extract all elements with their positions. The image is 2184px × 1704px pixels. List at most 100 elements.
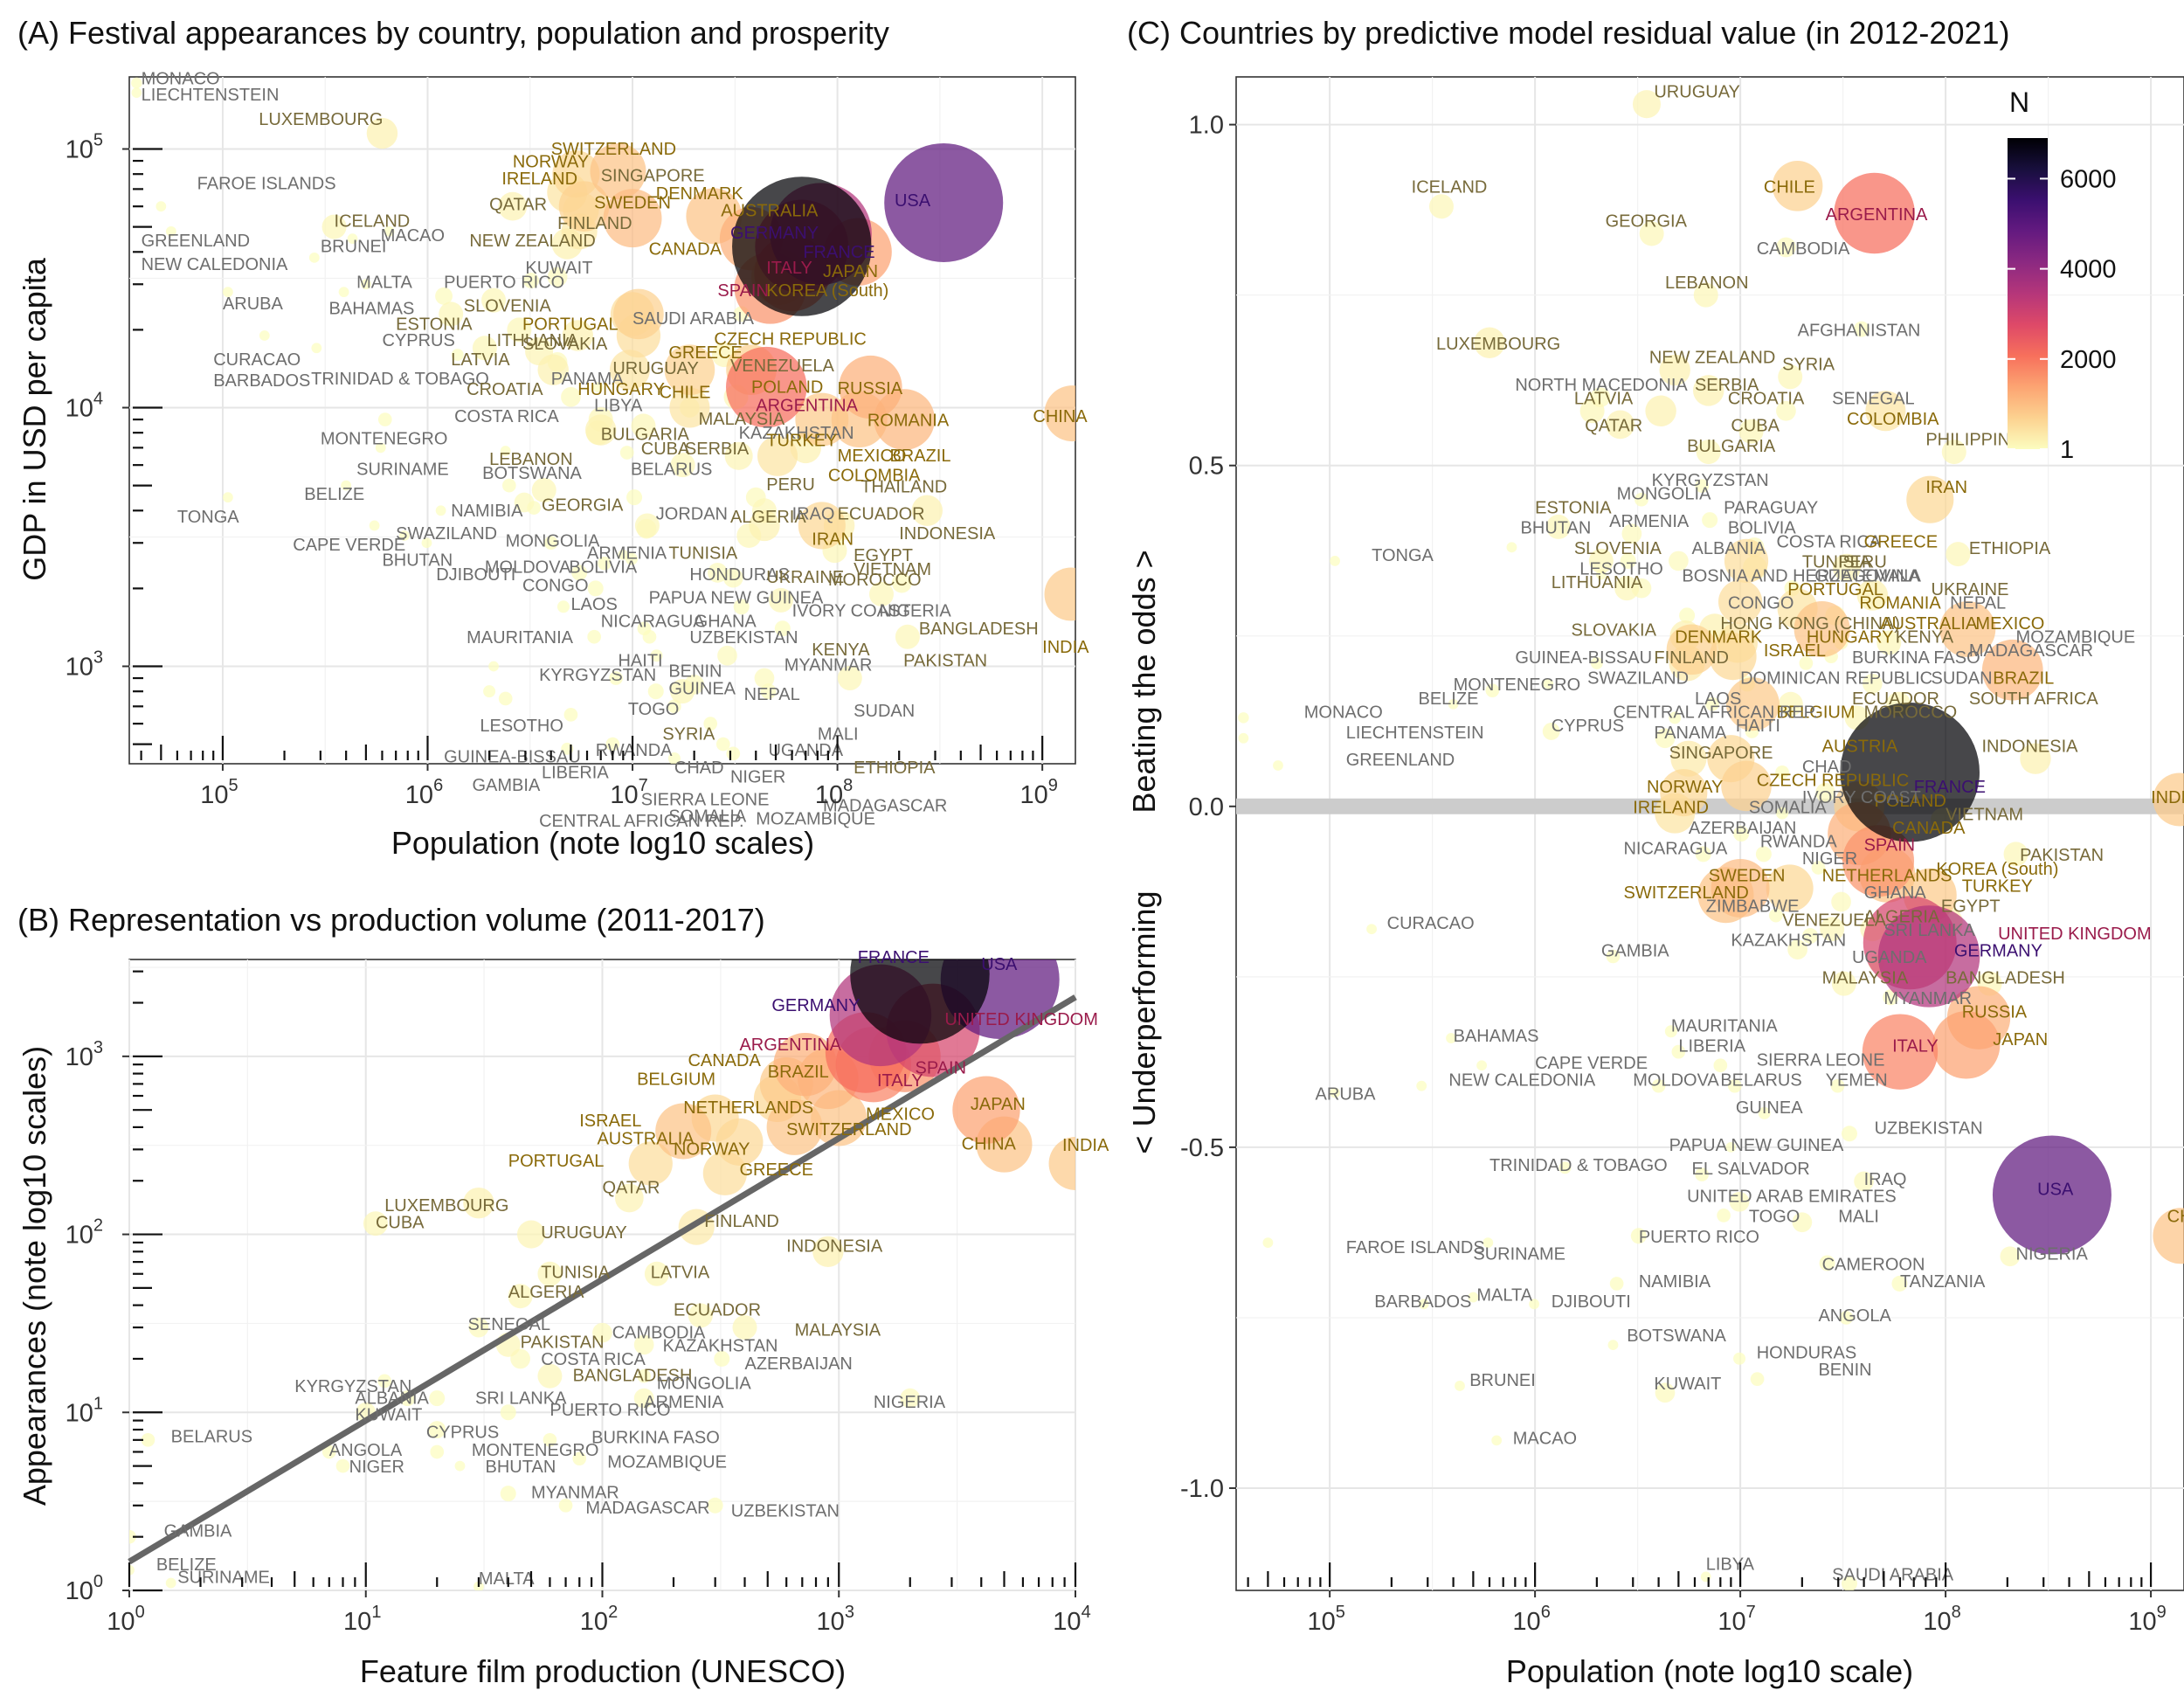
label-belarus: BELARUS [631,460,712,479]
point-romania [669,387,710,428]
point-tanzania [1891,1275,1908,1292]
point-serbia [1692,375,1724,406]
point-trinidad-tobago [1559,1161,1572,1174]
label-russia: RUSSIA [838,379,903,398]
x-tick-label: 102 [580,1603,618,1636]
label-tunisia: TUNISIA [668,544,738,564]
label-cape-verde: CAPE VERDE [293,536,405,555]
point-czech-republic [613,288,664,340]
legend-ticks: 6000 4000 2000 1 [2008,165,2117,464]
label-togo: TOGO [628,700,680,719]
label-brazil: BRAZIL [1993,668,2054,688]
label-bhutan: BHUTAN [1521,519,1592,538]
label-latvia: LATVIA [1574,389,1634,408]
label-vietnam: VIETNAM [854,560,931,579]
point-china [2153,1208,2184,1264]
label-nigeria: NIGERIA [879,601,951,620]
panel-b-rug [128,970,1077,1592]
label-australia: AUSTRALIA [721,201,819,220]
label-spain: SPAIN [717,281,769,301]
label-liechtenstein: LIECHTENSTEIN [1346,724,1484,743]
point-suriname [375,442,386,454]
label-serbia: SERBIA [685,440,750,459]
label-botswana: BOTSWANA [482,464,582,483]
point-burkina-faso [1799,656,1814,670]
label-uruguay: URUGUAY [541,1223,627,1243]
legend-tick-label: 4000 [2060,256,2117,284]
point-kenya [1876,630,1902,655]
label-georgia: GEORGIA [542,495,624,515]
point-nigeria [900,1388,921,1409]
label-luxembourg: LUXEMBOURG [1436,335,1560,354]
label-portugal: PORTUGAL [522,315,619,334]
label-belgium: BELGIUM [1776,703,1855,722]
label-tunisia: TUNISIA [1802,553,1872,572]
label-moldova: MOLDOVA [485,558,571,577]
label-kazakhstan: KAZAKHSTAN [1731,932,1846,951]
label-cuba: CUBA [1731,417,1780,436]
label-gambia: GAMBIA [473,776,541,795]
point-mongolia [1635,492,1648,507]
label-ghana: GHANA [1864,883,1927,903]
point-tonga [1330,556,1340,566]
label-morocco: MOROCCO [828,571,922,590]
point-canada [773,1032,837,1097]
label-usa: USA [2037,1180,2074,1199]
label-canada: CANADA [649,240,722,260]
point-bangladesh [868,581,894,606]
label-netherlands: NETHERLANDS [1822,867,1952,886]
point-cyprus [428,1421,446,1438]
label-united-kingdom: UNITED KINGDOM [1998,925,2152,944]
label-argentina: ARGENTINA [1826,205,1928,225]
label-russia: RUSSIA [1962,1003,2028,1022]
point-bangladesh [537,1363,563,1389]
y-tick-label: 103 [66,1038,103,1071]
label-madagascar: MADAGASCAR [823,796,947,815]
label-finland: FINLAND [704,1212,779,1231]
label-japan: JAPAN [823,262,878,281]
label-ireland: IRELAND [501,170,577,189]
label-finland: FINLAND [1654,648,1729,668]
label-china: CHINA [1033,407,1088,426]
point-latvia [644,1261,669,1286]
label-panama: PANAMA [551,370,625,389]
label-burkina-faso: BURKINA FASO [591,1429,720,1448]
point-cambodia [592,1322,612,1343]
y-tick-label: 100 [66,1572,103,1605]
label-aruba: ARUBA [1316,1084,1377,1104]
label-honduras: HONDURAS [689,565,789,585]
label-swaziland: SWAZILAND [1587,668,1689,688]
label-malaysia: MALAYSIA [1822,969,1909,988]
label-chile: CHILE [1764,178,1815,197]
point-ethiopia [1946,542,1971,567]
label-niger: NIGER [1802,849,1857,869]
label-cyprus: CYPRUS [382,331,454,350]
label-france: FRANCE [858,948,930,967]
label-slovakia: SLOVAKIA [522,335,608,354]
label-ukraine: UKRAINE [1932,580,2009,599]
label-pakistan: PAKISTAN [2020,846,2104,865]
label-papua-new-guinea: PAPUA NEW GUINEA [649,589,824,608]
label-nepal: NEPAL [744,685,800,704]
point-belarus [619,446,634,460]
point-mauritania [1664,1025,1677,1038]
point-luxembourg [463,1187,494,1219]
label-iran: IRAN [1925,478,1967,497]
label-togo: TOGO [1749,1208,1800,1227]
label-suriname: SURINAME [356,460,449,479]
panel-a-grid [129,77,1075,764]
point-benin [642,629,657,644]
label-armenia: ARMENIA [587,544,667,564]
legend-tick-label: 2000 [2060,346,2117,374]
point-monaco [1238,712,1249,724]
label-norway: NORWAY [1647,778,1723,797]
label-georgia: GEORGIA [1606,212,1688,232]
panel-b-xlabel: Feature film production (UNESCO) [360,1653,846,1689]
point-myanmar [500,1486,516,1502]
label-norway: NORWAY [674,1139,750,1159]
point-nicaragua [587,580,604,597]
point-macao [384,225,395,237]
point-myanmar [774,620,791,637]
point-japan [1932,1011,2001,1079]
label-guatemala: GUATEMALA [1814,566,1922,585]
